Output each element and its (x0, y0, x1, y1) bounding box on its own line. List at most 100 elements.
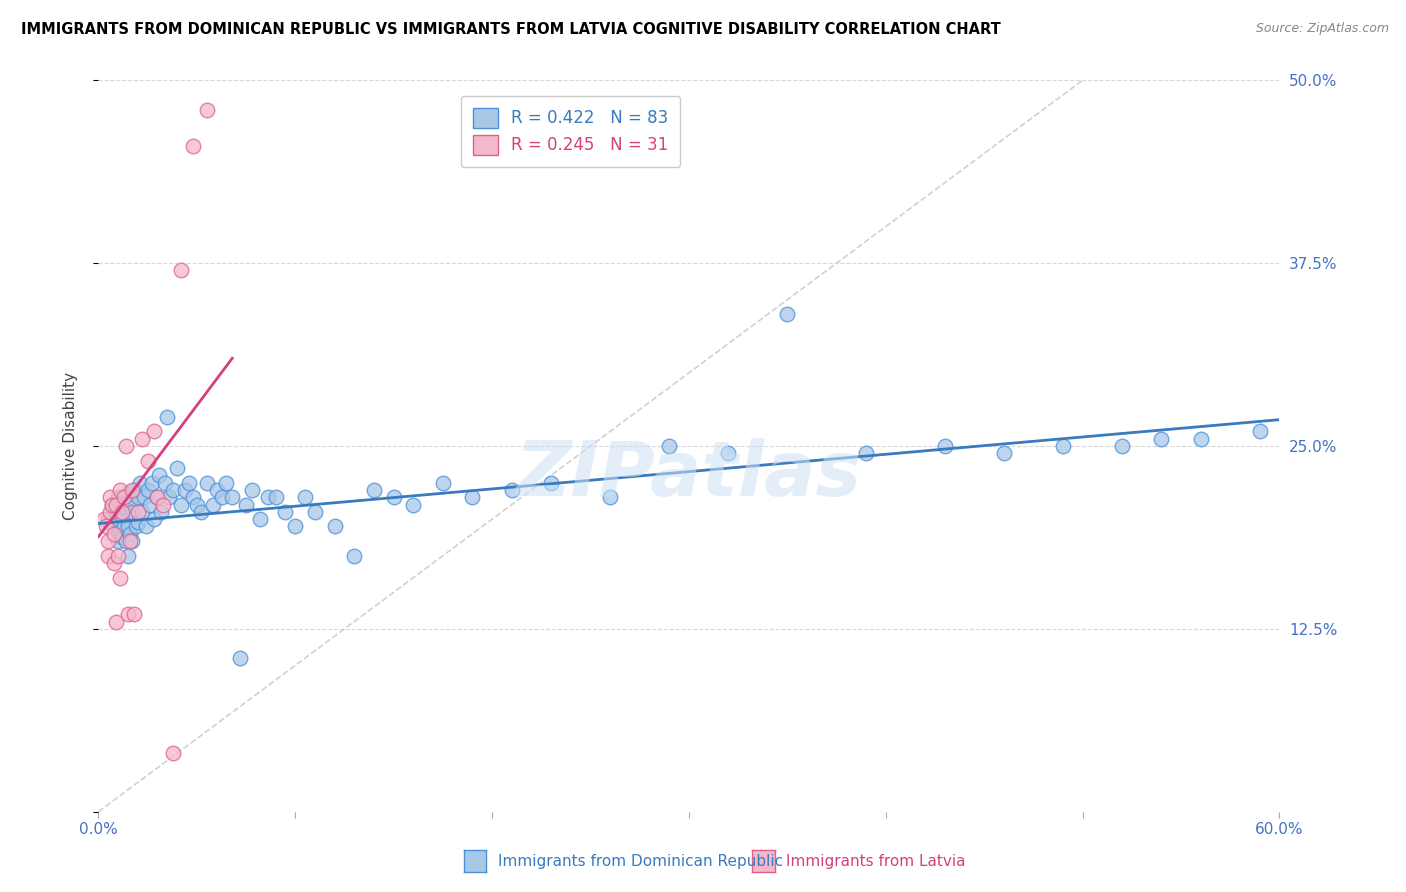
Point (190, 505, 212, 519)
Point (117, 519, 139, 533)
Point (157, 490, 180, 504)
Point (1111, 439, 1133, 453)
Point (97, 549, 120, 563)
Point (101, 498, 124, 512)
Point (170, 498, 193, 512)
Point (146, 490, 169, 504)
Point (108, 483, 131, 497)
Point (125, 519, 148, 533)
Point (117, 607, 139, 622)
Point (111, 530, 134, 544)
Point (105, 505, 128, 519)
Point (215, 475, 238, 490)
Point (98, 505, 121, 519)
Point (229, 651, 252, 665)
Point (1189, 432, 1212, 446)
Point (131, 432, 153, 446)
Point (162, 746, 184, 760)
Point (240, 483, 263, 497)
Point (540, 475, 562, 490)
Point (107, 490, 129, 504)
Point (186, 498, 208, 512)
Text: ZIPatlas: ZIPatlas (516, 438, 862, 512)
Point (112, 500, 135, 515)
Point (98, 490, 121, 504)
Point (112, 490, 135, 504)
Point (658, 439, 681, 453)
Point (249, 512, 271, 526)
Point (142, 512, 165, 526)
Point (108, 524, 131, 538)
Y-axis label: Cognitive Disability: Cognitive Disability (63, 372, 77, 520)
Point (97, 534, 120, 549)
Point (256, 490, 278, 504)
Point (111, 509, 134, 524)
Point (132, 490, 155, 504)
Point (141, 475, 163, 490)
Point (201, 498, 224, 512)
Point (304, 505, 326, 519)
Point (170, 263, 193, 277)
Text: Immigrants from Dominican Republic: Immigrants from Dominican Republic (498, 854, 783, 869)
Point (122, 607, 145, 622)
Point (115, 439, 138, 453)
Point (118, 534, 141, 549)
Point (855, 446, 877, 460)
Point (103, 556, 125, 570)
Point (97, 512, 120, 526)
Point (111, 505, 134, 519)
Point (1052, 439, 1074, 453)
Point (195, 475, 218, 490)
Point (1150, 432, 1173, 446)
Point (432, 475, 454, 490)
Point (717, 446, 740, 460)
Point (127, 505, 149, 519)
Point (146, 490, 169, 504)
Point (96, 519, 118, 533)
Point (122, 483, 145, 497)
Point (323, 519, 346, 533)
Point (211, 490, 233, 504)
Point (162, 483, 184, 497)
Point (112, 519, 135, 533)
Text: Immigrants from Latvia: Immigrants from Latvia (786, 854, 966, 869)
Point (136, 483, 159, 497)
Point (135, 519, 157, 533)
Point (294, 490, 316, 504)
Point (221, 490, 243, 504)
Point (148, 468, 170, 483)
Point (181, 139, 204, 153)
Point (103, 519, 125, 533)
Point (152, 498, 174, 512)
Point (156, 409, 179, 424)
Point (599, 490, 621, 504)
Point (284, 519, 307, 533)
Point (121, 483, 143, 497)
Point (127, 515, 149, 529)
Point (934, 439, 956, 453)
Point (128, 475, 150, 490)
Point (235, 498, 257, 512)
Point (115, 534, 138, 549)
Point (343, 549, 366, 563)
Point (105, 615, 128, 629)
Point (138, 498, 160, 512)
Point (127, 490, 149, 504)
Point (150, 505, 173, 519)
Point (274, 505, 297, 519)
Point (501, 483, 523, 497)
Point (93, 512, 115, 526)
Point (121, 534, 143, 549)
Point (776, 307, 799, 321)
Point (117, 485, 139, 500)
Point (174, 483, 197, 497)
Point (131, 505, 153, 519)
Point (205, 483, 228, 497)
Point (117, 549, 139, 563)
Point (108, 571, 131, 585)
Point (105, 498, 128, 512)
Point (136, 453, 159, 467)
Text: IMMIGRANTS FROM DOMINICAN REPUBLIC VS IMMIGRANTS FROM LATVIA COGNITIVE DISABILIT: IMMIGRANTS FROM DOMINICAN REPUBLIC VS IM… (21, 22, 1001, 37)
Legend: R = 0.422   N = 83, R = 0.245   N = 31: R = 0.422 N = 83, R = 0.245 N = 31 (461, 96, 681, 167)
Point (118, 526, 141, 541)
